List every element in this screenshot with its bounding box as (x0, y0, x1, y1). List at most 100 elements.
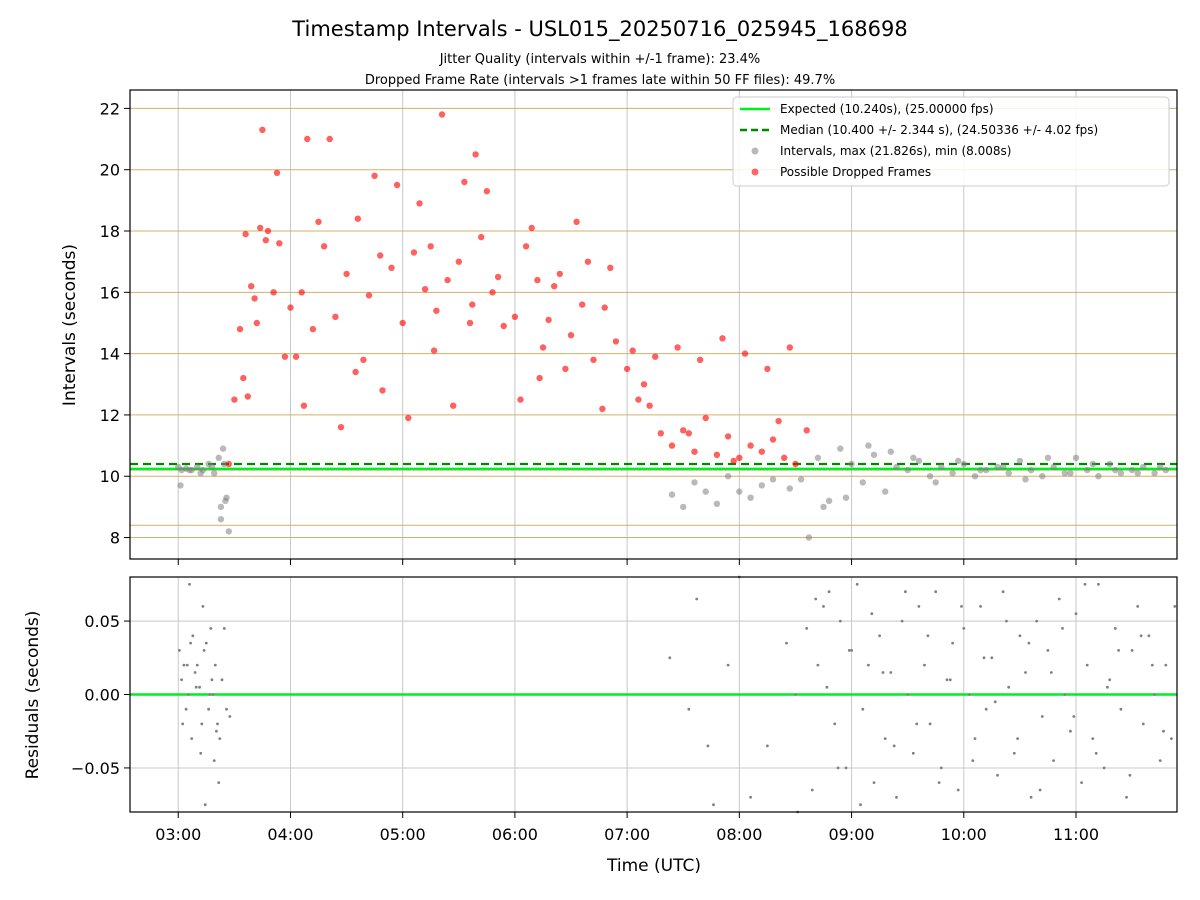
residual-point-3 (184, 707, 188, 711)
interval-point-75 (1044, 454, 1052, 461)
residual-point-138 (1083, 582, 1087, 586)
residual-point-55 (844, 766, 848, 770)
interval-point-60 (1117, 470, 1125, 477)
top-ytick-label-1: 10 (100, 467, 120, 486)
top-plot-frame (129, 89, 1178, 560)
interval-point-39 (882, 488, 889, 495)
interval-point-78 (1112, 466, 1119, 474)
residual-point-76 (962, 627, 966, 630)
interval-point-7 (211, 470, 218, 477)
residual-point-37 (687, 707, 691, 711)
residual-point-96 (1074, 612, 1078, 616)
dropped-frame-point-38 (590, 356, 597, 363)
legend-expected-label: Expected (10.240s), (25.00000 fps) (780, 102, 994, 116)
residual-point-56 (850, 649, 853, 652)
residual-point-102 (1108, 678, 1112, 682)
dropped-frame-point-105 (685, 430, 692, 437)
dropped-frame-point-44 (657, 430, 664, 437)
residual-point-27 (199, 751, 203, 755)
dropped-frame-point-32 (522, 243, 530, 250)
residual-point-1 (180, 678, 184, 682)
interval-point-79 (1134, 470, 1141, 477)
residual-point-110 (1153, 693, 1156, 696)
interval-point-56 (1072, 454, 1080, 461)
dropped-frame-point-80 (427, 243, 434, 250)
residual-point-70 (928, 722, 932, 726)
residual-point-79 (979, 605, 982, 608)
dropped-frame-point-84 (539, 344, 547, 351)
interval-point-43 (926, 473, 934, 480)
dropped-frame-point-77 (337, 424, 345, 431)
residual-point-101 (1102, 766, 1106, 770)
dropped-frame-point-79 (405, 414, 412, 422)
dropped-frame-point-50 (724, 433, 732, 440)
residual-point-29 (208, 693, 212, 696)
interval-point-74 (1022, 476, 1029, 483)
interval-point-59 (1106, 460, 1113, 468)
legend-dropped-swatch (751, 168, 759, 176)
dropped-frame-point-93 (741, 350, 749, 357)
residual-point-31 (217, 781, 221, 784)
residual-point-52 (827, 590, 831, 594)
dropped-frame-point-14 (320, 243, 328, 250)
dropped-frame-point-1 (231, 396, 238, 403)
residual-point-80 (984, 707, 988, 711)
interval-point-25 (724, 473, 732, 480)
interval-point-41 (904, 466, 911, 474)
bottom-ytick-label-0: 0.05 (84, 612, 120, 631)
residual-point-124 (926, 634, 930, 638)
residual-point-45 (785, 641, 788, 645)
top-points (175, 111, 1170, 541)
residual-point-64 (895, 795, 898, 799)
bottom-xtick-label-8: 11:00 (1053, 825, 1099, 844)
bottom-y-axis-label: Residuals (seconds) (23, 611, 43, 780)
residual-point-134 (1038, 788, 1042, 792)
legend-box (732, 96, 1170, 187)
interval-point-69 (910, 454, 917, 461)
dropped-frame-point-63 (360, 356, 367, 363)
residual-point-146 (1173, 605, 1177, 608)
interval-point-70 (932, 479, 939, 486)
residual-point-142 (1128, 773, 1132, 777)
dropped-frame-point-5 (253, 319, 260, 327)
residual-point-2 (182, 663, 186, 667)
residual-point-11 (202, 649, 206, 652)
residual-point-123 (915, 722, 919, 726)
dropped-frame-point-68 (472, 151, 479, 158)
residual-point-66 (906, 693, 910, 696)
residual-point-58 (861, 707, 865, 711)
dropped-frame-point-100 (430, 347, 438, 354)
legend: Expected (10.240s), (25.00000 fps) Media… (732, 96, 1170, 187)
bottom-xtick-label-5: 08:00 (716, 825, 762, 844)
dropped-frame-point-60 (304, 135, 311, 143)
dropped-frame-point-20 (388, 264, 395, 271)
residual-point-73 (945, 678, 949, 682)
residual-point-75 (956, 788, 960, 792)
dropped-frame-point-107 (775, 417, 782, 425)
residual-point-21 (225, 707, 228, 711)
interval-point-32 (805, 534, 813, 541)
residual-point-15 (211, 693, 215, 696)
dropped-frame-point-53 (758, 448, 765, 455)
dropped-frame-point-74 (251, 295, 258, 302)
residual-point-108 (1141, 722, 1145, 726)
interval-point-48 (983, 466, 990, 474)
bottom-points (178, 575, 1177, 814)
residual-point-63 (889, 671, 893, 674)
residual-point-88 (1029, 795, 1033, 799)
top-ytick-label-6: 20 (100, 161, 120, 180)
dropped-frame-point-94 (764, 365, 771, 373)
interval-point-20 (668, 491, 676, 498)
interval-point-65 (820, 503, 827, 511)
dropped-frame-point-42 (635, 396, 642, 403)
dropped-frame-point-85 (562, 365, 569, 373)
interval-point-9 (219, 445, 227, 452)
residual-point-83 (1001, 590, 1005, 594)
residual-point-32 (188, 582, 191, 586)
dropped-frame-point-30 (500, 322, 507, 330)
residual-point-35 (215, 729, 218, 733)
dropped-frame-point-65 (416, 200, 423, 207)
residual-point-0 (178, 649, 181, 652)
residual-point-68 (917, 605, 921, 608)
interval-point-54 (1050, 463, 1057, 471)
